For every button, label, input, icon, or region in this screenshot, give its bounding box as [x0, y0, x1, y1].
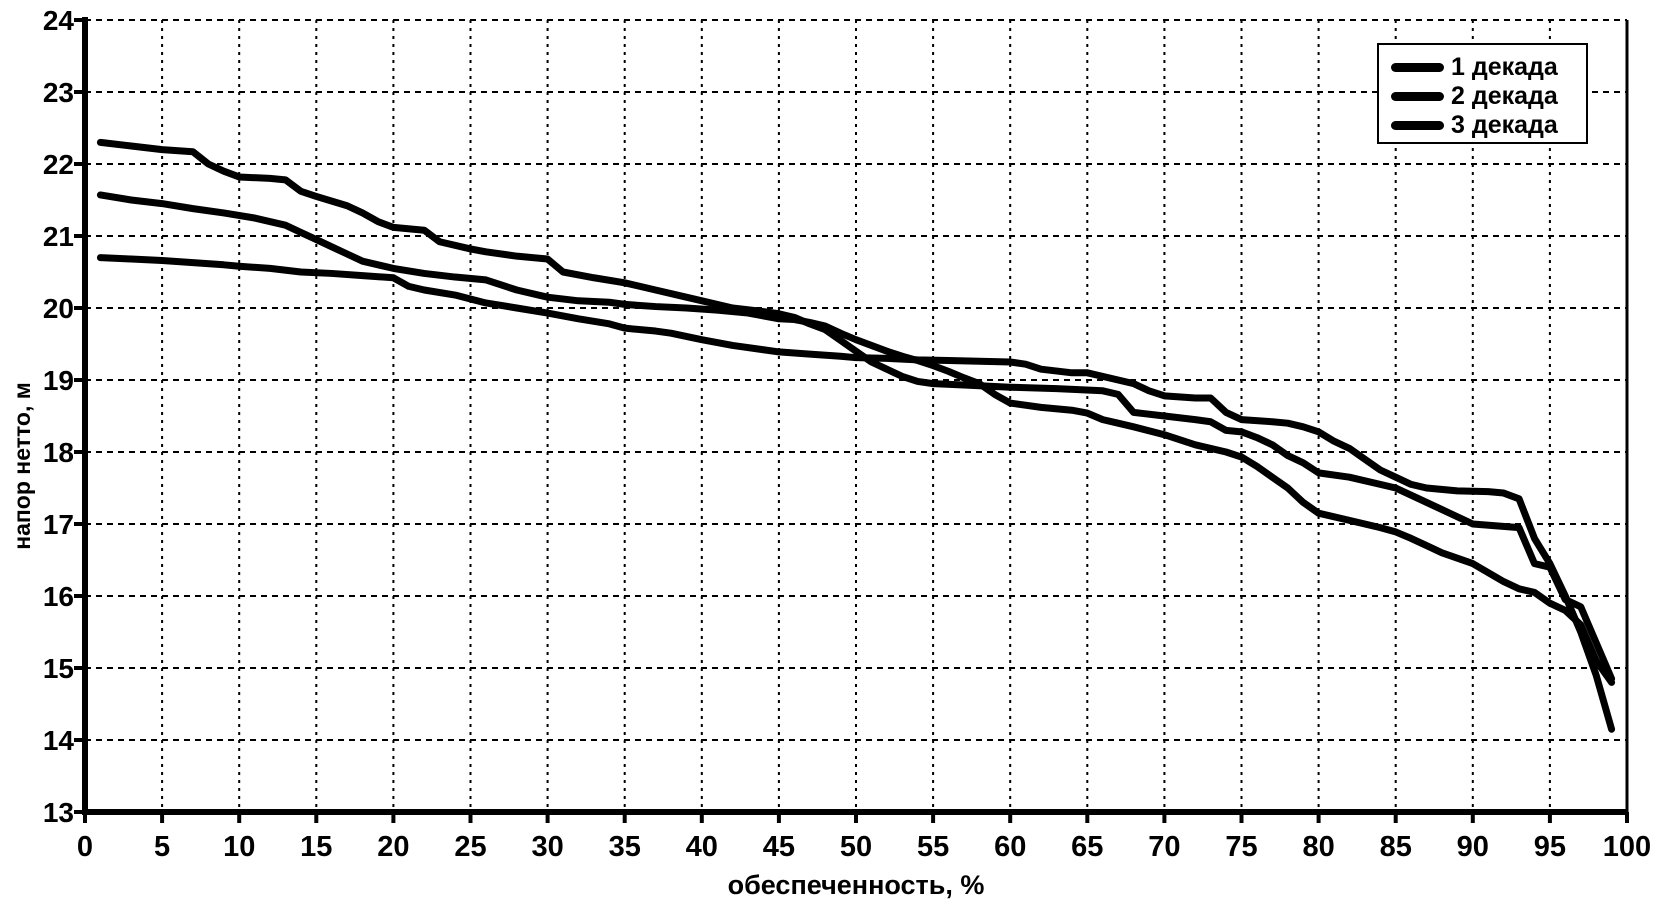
legend-item: 1 декада — [1391, 53, 1586, 82]
y-tick-label: 24 — [43, 5, 75, 36]
y-axis-title: напор нетто, м — [9, 382, 35, 550]
y-tick-label: 15 — [43, 653, 74, 684]
x-tick-label: 15 — [300, 831, 332, 863]
y-tick-label: 16 — [43, 581, 74, 612]
x-tick-label: 5 — [154, 831, 170, 863]
y-tick-label: 13 — [43, 797, 74, 828]
x-tick-label: 75 — [1225, 831, 1257, 863]
y-tick-label: 21 — [43, 221, 74, 252]
x-axis-title: обеспеченность, % — [727, 870, 985, 900]
legend-item: 3 декада — [1391, 111, 1586, 140]
x-tick-label: 55 — [917, 831, 949, 863]
x-tick-label: 0 — [77, 831, 93, 863]
x-tick-label: 80 — [1302, 831, 1334, 863]
x-tick-label: 45 — [763, 831, 795, 863]
x-tick-label: 10 — [223, 831, 255, 863]
y-tick-label: 19 — [43, 365, 74, 396]
legend-line-sample — [1391, 92, 1444, 101]
x-tick-label: 60 — [994, 831, 1026, 863]
legend-box: 1 декада 2 декада 3 декада — [1377, 43, 1588, 144]
y-tick-label: 18 — [43, 437, 74, 468]
y-tick-label: 14 — [43, 725, 75, 756]
x-tick-label: 100 — [1603, 831, 1651, 863]
legend-item-label: 1 декада — [1451, 53, 1558, 81]
x-tick-label: 20 — [377, 831, 409, 863]
y-tick-label: 22 — [43, 149, 74, 180]
legend-item-label: 3 декада — [1451, 111, 1558, 139]
legend-item: 2 декада — [1391, 82, 1586, 111]
x-tick-label: 90 — [1457, 831, 1489, 863]
x-tick-label: 95 — [1534, 831, 1566, 863]
x-tick-label: 65 — [1071, 831, 1103, 863]
x-tick-label: 25 — [454, 831, 486, 863]
y-tick-label: 20 — [43, 293, 74, 324]
series-line-3 — [96, 254, 1616, 733]
x-tick-label: 50 — [840, 831, 872, 863]
legend-line-sample — [1391, 63, 1444, 72]
series-line-1 — [96, 138, 1616, 683]
y-tick-label: 17 — [43, 509, 74, 540]
y-tick-label: 23 — [43, 77, 74, 108]
x-tick-label: 70 — [1148, 831, 1180, 863]
x-tick-label: 40 — [686, 831, 718, 863]
legend-line-sample — [1391, 121, 1444, 130]
x-tick-label: 35 — [609, 831, 641, 863]
x-tick-label: 30 — [531, 831, 563, 863]
x-tick-label: 85 — [1380, 831, 1412, 863]
legend-item-label: 2 декада — [1451, 82, 1558, 110]
